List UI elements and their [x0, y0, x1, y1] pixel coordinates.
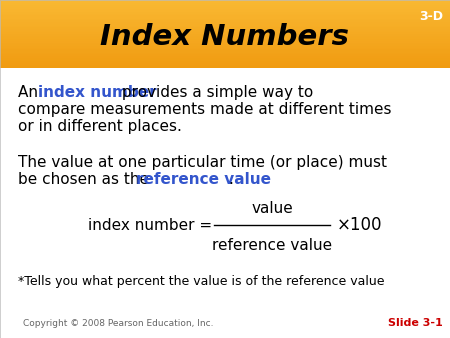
Text: The value at one particular time (or place) must: The value at one particular time (or pla…	[18, 155, 387, 170]
Bar	[0, 59, 450, 62]
Bar	[0, 20, 450, 23]
Text: or in different places.: or in different places.	[18, 119, 182, 134]
Bar	[0, 32, 450, 34]
Bar	[0, 31, 450, 33]
Text: reference value: reference value	[212, 238, 332, 253]
Text: reference value: reference value	[136, 172, 271, 187]
Bar	[0, 5, 450, 7]
Text: Index Numbers: Index Numbers	[100, 23, 350, 51]
Text: 3-D: 3-D	[419, 10, 443, 23]
Bar	[0, 58, 450, 60]
Text: index number: index number	[38, 85, 157, 100]
Bar	[0, 12, 450, 14]
Bar	[0, 44, 450, 46]
Bar	[0, 39, 450, 41]
Text: index number =: index number =	[88, 217, 217, 233]
Bar	[0, 63, 450, 65]
Bar	[0, 3, 450, 6]
Bar	[0, 17, 450, 19]
Bar	[0, 38, 450, 40]
Bar	[0, 24, 450, 26]
Bar	[0, 54, 450, 56]
Bar	[0, 27, 450, 29]
Bar	[0, 7, 450, 9]
Bar	[0, 48, 450, 50]
Text: An: An	[18, 85, 43, 100]
Text: value: value	[251, 201, 293, 216]
Bar	[0, 8, 450, 11]
Text: .: .	[228, 172, 233, 187]
Bar	[0, 22, 450, 24]
Text: provides a simple way to: provides a simple way to	[117, 85, 313, 100]
Text: ×100: ×100	[337, 216, 382, 234]
Bar	[0, 0, 450, 2]
Bar	[0, 66, 450, 69]
Bar	[0, 14, 450, 16]
Bar	[0, 46, 450, 48]
Bar	[0, 43, 450, 45]
Bar	[0, 56, 450, 58]
Text: Copyright © 2008 Pearson Education, Inc.: Copyright © 2008 Pearson Education, Inc.	[23, 319, 213, 328]
Bar	[0, 51, 450, 53]
Bar	[0, 41, 450, 43]
Bar	[0, 15, 450, 18]
Text: compare measurements made at different times: compare measurements made at different t…	[18, 102, 392, 117]
Bar	[0, 61, 450, 64]
Bar	[0, 49, 450, 51]
Bar	[0, 53, 450, 55]
Text: *Tells you what percent the value is of the reference value: *Tells you what percent the value is of …	[18, 275, 384, 288]
Bar	[0, 10, 450, 13]
Bar	[0, 34, 450, 36]
Bar	[0, 68, 450, 338]
Bar	[0, 2, 450, 4]
Bar	[0, 19, 450, 21]
Bar	[0, 29, 450, 31]
Bar	[0, 25, 450, 28]
Text: Slide 3-1: Slide 3-1	[388, 318, 443, 328]
Text: be chosen as the: be chosen as the	[18, 172, 154, 187]
Bar	[0, 36, 450, 38]
Bar	[0, 65, 450, 67]
